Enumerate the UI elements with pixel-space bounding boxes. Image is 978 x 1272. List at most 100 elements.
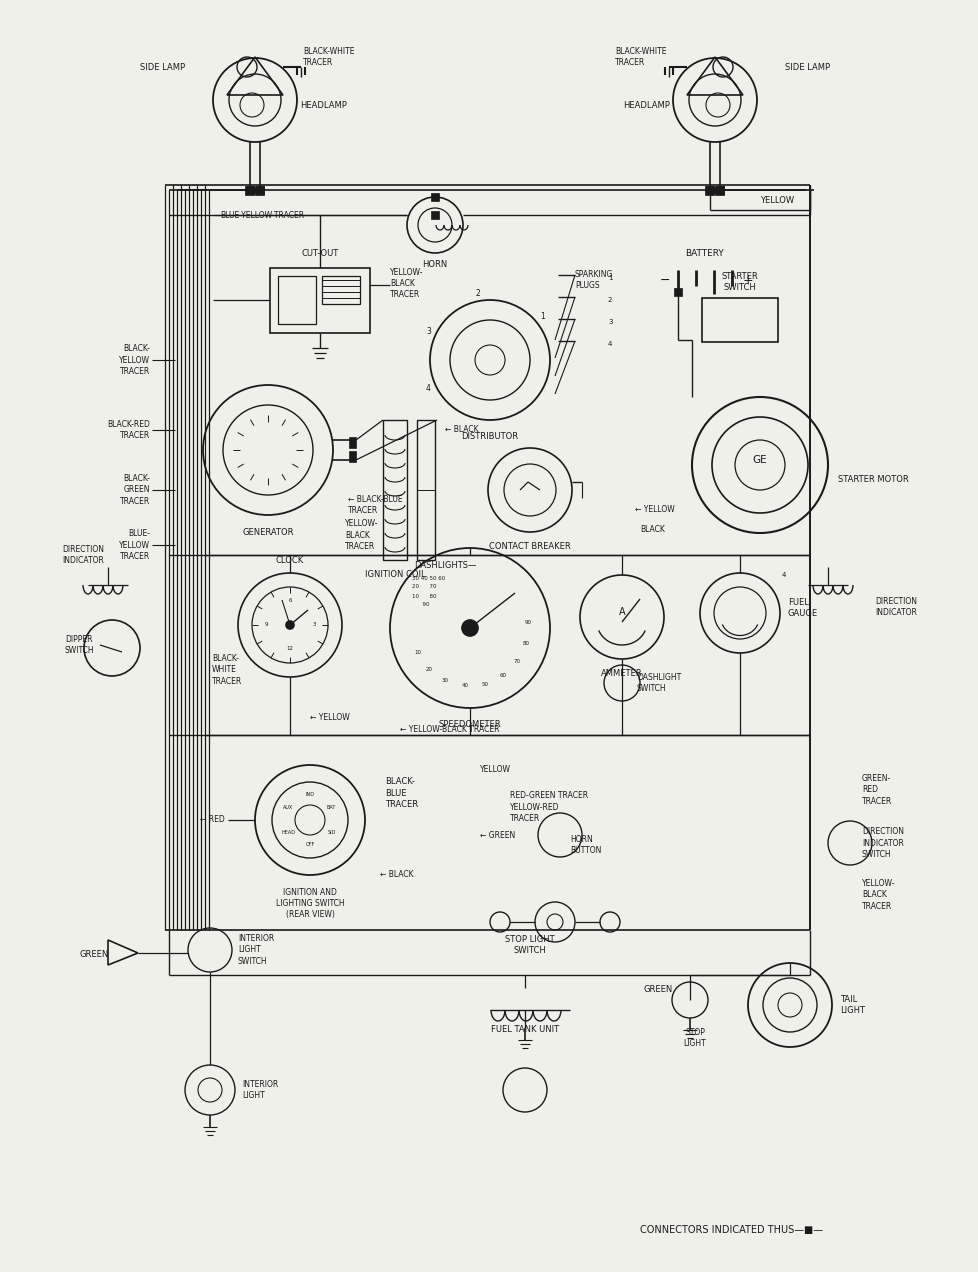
Text: BLACK-
GREEN
TRACER: BLACK- GREEN TRACER [119, 474, 150, 505]
Text: TAIL
LIGHT: TAIL LIGHT [839, 995, 865, 1015]
Text: ← BLACK: ← BLACK [379, 870, 413, 879]
Text: ← YELLOW-BLACK TRACER: ← YELLOW-BLACK TRACER [400, 725, 499, 734]
Text: 90: 90 [524, 621, 531, 626]
Text: BLACK-
YELLOW
TRACER: BLACK- YELLOW TRACER [119, 345, 150, 375]
Text: ← BLACK: ← BLACK [445, 426, 478, 435]
Bar [245, 186, 254, 195]
Text: YELLOW-
BLACK
TRACER: YELLOW- BLACK TRACER [344, 519, 378, 551]
Bar [350, 452, 356, 462]
Text: DIRECTION
INDICATOR: DIRECTION INDICATOR [62, 544, 104, 565]
Text: YELLOW-
BLACK
TRACER: YELLOW- BLACK TRACER [861, 879, 895, 911]
Text: 3: 3 [312, 622, 316, 627]
Bar [382, 420, 407, 560]
Text: 4: 4 [607, 341, 612, 347]
Text: 20      70: 20 70 [412, 585, 436, 589]
Bar [245, 186, 253, 195]
Text: YELLOW-
BLACK
TRACER: YELLOW- BLACK TRACER [389, 268, 423, 299]
Text: INTERIOR
LIGHT
SWITCH: INTERIOR LIGHT SWITCH [238, 935, 274, 965]
Bar [255, 186, 264, 195]
Text: 30: 30 [441, 678, 449, 683]
Text: ← YELLOW: ← YELLOW [310, 714, 349, 722]
Text: 30 40 50 60: 30 40 50 60 [412, 575, 445, 580]
Text: A: A [618, 607, 625, 617]
Bar [278, 276, 316, 324]
Bar [715, 186, 724, 195]
Text: YELLOW: YELLOW [479, 766, 511, 775]
Text: +: + [742, 273, 752, 286]
Text: BLACK-
BLUE
TRACER: BLACK- BLUE TRACER [384, 777, 418, 809]
Text: 3: 3 [425, 327, 430, 336]
Text: BLUE-YELLOW-TRACER: BLUE-YELLOW-TRACER [220, 210, 304, 220]
Text: 80: 80 [522, 641, 529, 645]
Text: STOP
LIGHT: STOP LIGHT [683, 1028, 706, 1048]
Text: INTERIOR
LIGHT: INTERIOR LIGHT [242, 1080, 278, 1100]
Text: CONTACT BREAKER: CONTACT BREAKER [489, 542, 570, 551]
Bar [255, 186, 264, 195]
Text: GENERATOR: GENERATOR [242, 528, 293, 537]
Text: 60: 60 [499, 673, 507, 678]
Text: STOP LIGHT
SWITCH: STOP LIGHT SWITCH [505, 935, 555, 955]
Text: FUEL
GAUGE: FUEL GAUGE [787, 598, 818, 618]
Bar [430, 193, 438, 201]
Text: HORN: HORN [422, 259, 447, 268]
Text: GE: GE [752, 455, 767, 466]
Text: 6: 6 [288, 599, 291, 603]
Text: IGNITION COIL: IGNITION COIL [365, 570, 424, 579]
Text: CUT-OUT: CUT-OUT [301, 249, 338, 258]
Text: RED-GREEN TRACER: RED-GREEN TRACER [510, 790, 588, 800]
Text: 3: 3 [607, 319, 612, 326]
Text: BLACK-RED
TRACER: BLACK-RED TRACER [107, 420, 150, 440]
Text: 90: 90 [412, 603, 429, 608]
Text: GREEN-
RED
TRACER: GREEN- RED TRACER [861, 775, 891, 805]
Text: SID: SID [327, 831, 335, 834]
Text: SIDE LAMP: SIDE LAMP [784, 62, 829, 71]
Text: GREEN: GREEN [80, 950, 110, 959]
Text: ← YELLOW: ← YELLOW [635, 505, 674, 514]
Text: 10: 10 [414, 650, 421, 655]
Text: −: − [659, 273, 670, 286]
Text: BAT: BAT [327, 805, 336, 810]
Text: GREEN: GREEN [643, 986, 672, 995]
Text: 12: 12 [287, 646, 293, 651]
Text: OFF: OFF [305, 842, 314, 847]
Bar [705, 186, 714, 195]
Text: DIPPER
SWITCH: DIPPER SWITCH [65, 635, 95, 655]
Bar [322, 276, 360, 304]
Text: AMMETER: AMMETER [600, 669, 643, 678]
Text: IND: IND [305, 792, 314, 798]
Text: ← BLACK-BLUE
TRACER: ← BLACK-BLUE TRACER [347, 495, 402, 515]
Text: HEADLAMP: HEADLAMP [622, 100, 669, 109]
Text: ← RED: ← RED [200, 815, 225, 824]
Text: BATTERY: BATTERY [685, 249, 724, 258]
Bar [701, 298, 778, 342]
Text: STARTER
SWITCH: STARTER SWITCH [721, 272, 758, 293]
Text: DASHLIGHTS—: DASHLIGHTS— [414, 561, 476, 570]
Text: 2: 2 [475, 289, 480, 298]
Text: BLACK: BLACK [640, 525, 664, 534]
Text: BLACK-
WHITE
TRACER: BLACK- WHITE TRACER [212, 654, 242, 686]
Bar [705, 186, 713, 195]
Text: AUX: AUX [283, 805, 293, 810]
Bar [715, 186, 724, 195]
Text: 10      80: 10 80 [412, 594, 436, 599]
Text: ← GREEN: ← GREEN [479, 831, 514, 840]
Text: 1: 1 [607, 275, 612, 281]
Bar [673, 287, 682, 296]
Text: 9: 9 [264, 622, 267, 627]
Text: BLUE-
YELLOW
TRACER: BLUE- YELLOW TRACER [119, 529, 150, 561]
Text: 2: 2 [607, 296, 612, 303]
Text: 4: 4 [425, 384, 430, 393]
Text: CLOCK: CLOCK [276, 556, 304, 565]
Text: BLACK-WHITE
TRACER: BLACK-WHITE TRACER [302, 47, 354, 67]
Text: IGNITION AND
LIGHTING SWITCH
(REAR VIEW): IGNITION AND LIGHTING SWITCH (REAR VIEW) [276, 888, 344, 920]
Text: 70: 70 [513, 659, 520, 664]
Text: 4: 4 [781, 572, 785, 577]
Text: 50: 50 [481, 682, 488, 687]
Text: YELLOW: YELLOW [759, 196, 793, 205]
Text: HEADLAMP: HEADLAMP [299, 100, 346, 109]
Circle shape [286, 621, 293, 628]
Text: FUEL TANK UNIT: FUEL TANK UNIT [490, 1025, 558, 1034]
Text: DIRECTION
INDICATOR: DIRECTION INDICATOR [874, 597, 916, 617]
Text: STARTER MOTOR: STARTER MOTOR [837, 476, 908, 485]
Text: HEAD: HEAD [281, 831, 295, 834]
